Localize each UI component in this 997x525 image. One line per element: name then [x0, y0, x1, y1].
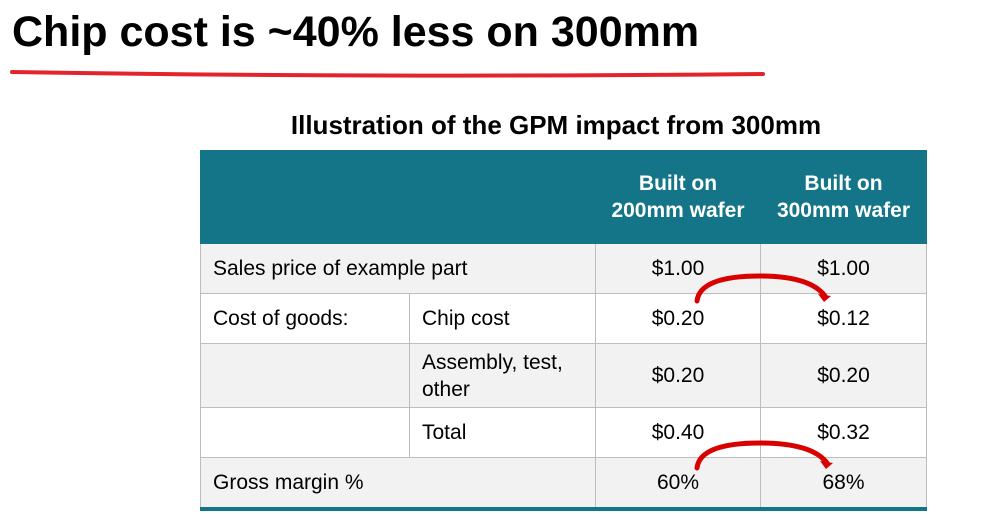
table-title: Illustration of the GPM impact from 300m… [290, 110, 822, 140]
slide-title: Chip cost is ~40% less on 300mm [12, 8, 700, 56]
table-row: Cost of goods: Chip cost $0.20 $0.12 [200, 293, 927, 344]
table-row: Total $0.40 $0.32 [200, 407, 927, 458]
header-200mm: Built on 200mm wafer [595, 150, 761, 244]
table-row: Gross margin % 60% 68% [200, 457, 927, 510]
table-row: Assembly, test, other $0.20 $0.20 [200, 343, 927, 408]
title-underline [10, 70, 765, 78]
header-row: Built on 200mm wafer Built on 300mm wafe… [200, 150, 927, 244]
header-300mm: Built on 300mm wafer [760, 150, 927, 244]
gpm-table: Built on 200mm wafer Built on 300mm wafe… [200, 150, 927, 511]
table-row: Sales price of example part $1.00 $1.00 [200, 243, 927, 294]
